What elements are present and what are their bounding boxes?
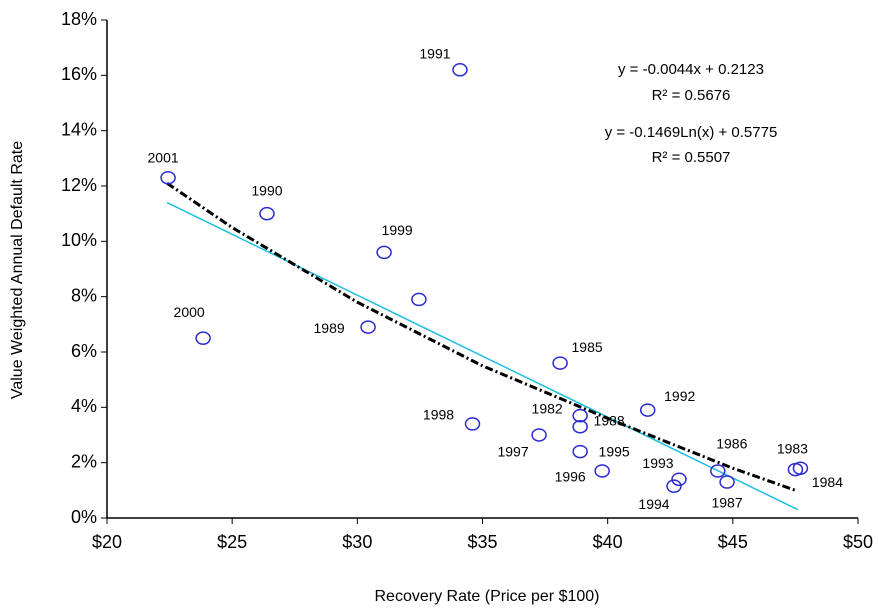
y-tick-label: 10% [61,230,97,250]
y-axis-label: Value Weighted Annual Default Rate [9,141,26,399]
x-tick-label: $20 [92,532,122,552]
point-label: 1989 [314,320,345,336]
point [594,464,610,478]
point-label: 1987 [711,495,742,511]
point [572,419,588,434]
x-tick-label: $30 [342,532,372,552]
point-label: 2000 [174,304,205,320]
point-label: 1983 [777,440,808,456]
point-label: 1985 [572,339,603,355]
point-label: 1988 [594,412,625,428]
point [376,245,392,260]
point [792,461,809,475]
point-label: 1991 [419,46,450,62]
y-tick-label: 6% [71,341,97,361]
point-label: 1995 [599,443,630,459]
point [552,356,568,370]
annotation: R² = 0.5676 [652,87,731,104]
x-tick-label: $40 [593,532,623,552]
y-tick-label: 2% [71,451,97,471]
x-tick-label: $50 [843,532,873,552]
point-label: 2001 [148,149,179,165]
point-label: 1984 [812,474,843,490]
annotation: R² = 0.5507 [652,149,731,166]
point [452,63,468,77]
x-tick-label: $45 [718,532,748,552]
point-label: 1997 [497,444,528,460]
point-label: 1998 [423,407,454,423]
annotation: y = -0.1469Ln(x) + 0.5775 [605,124,778,141]
point-label: 1990 [251,182,282,198]
point-label: 1999 [382,222,413,238]
point [411,292,427,307]
point-label: 1993 [642,455,673,471]
x-axis-label: Recovery Rate (Price per $100) [375,588,600,605]
point [671,472,687,487]
trendline [166,201,799,511]
trendline [166,181,796,492]
point-label: 1986 [716,436,747,452]
point [572,408,588,423]
y-tick-label: 4% [71,396,97,416]
y-tick-label: 18% [61,9,97,29]
point [160,170,176,185]
point [259,206,275,221]
point [360,320,376,334]
annotation: y = -0.0044x + 0.2123 [618,61,764,78]
point [572,444,588,459]
y-tick-label: 16% [61,64,97,84]
x-tick-label: $35 [467,532,497,552]
y-tick-label: 12% [61,175,97,195]
point [464,417,481,431]
y-tick-label: 0% [71,507,97,527]
point [195,331,211,345]
point-label: 1992 [664,388,695,404]
point-label: 1994 [638,496,669,512]
point [531,428,547,442]
point-label: 1982 [532,400,563,416]
point [666,479,682,493]
y-tick-label: 14% [61,119,97,139]
point [719,475,735,489]
x-tick-label: $25 [217,532,247,552]
y-tick-label: 8% [71,285,97,305]
point [639,403,656,417]
point [710,464,726,478]
point-label: 1996 [555,469,586,485]
